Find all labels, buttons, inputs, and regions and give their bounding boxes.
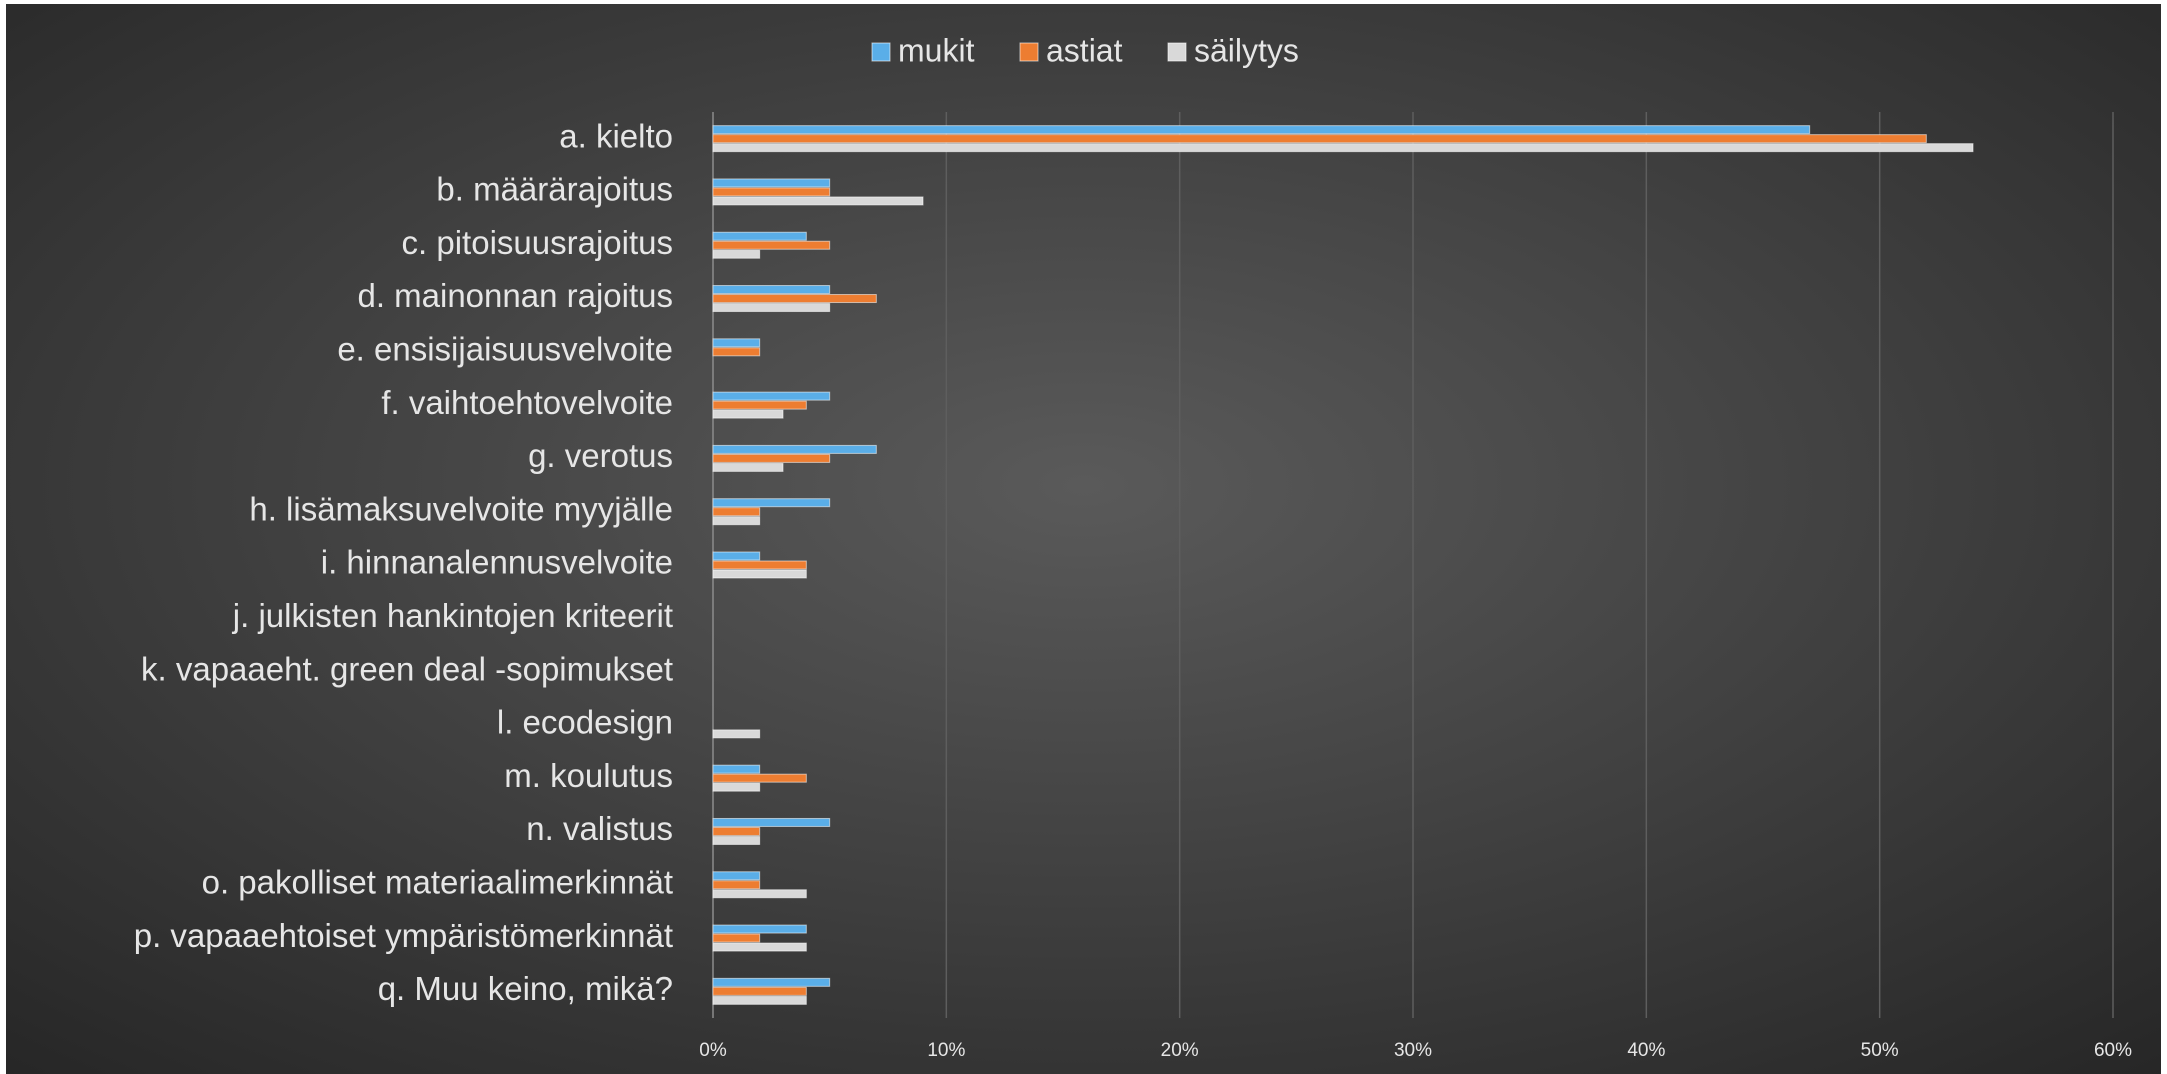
chart-background: [6, 4, 2161, 1074]
bar: [712, 453, 831, 463]
y-tick-label: q. Muu keino, mikä?: [378, 970, 673, 1007]
y-tick-label: g. verotus: [528, 437, 673, 474]
x-tick-label: 30%: [1394, 1040, 1432, 1061]
bar: [712, 516, 761, 526]
bar: [712, 560, 807, 570]
y-tick-label: e. ensisijaisuusvelvoite: [337, 331, 673, 368]
bar: [712, 400, 807, 410]
bar: [712, 391, 831, 401]
bar: [712, 347, 761, 357]
bar: [712, 569, 807, 579]
bar: [712, 134, 1927, 144]
bar: [712, 125, 1811, 135]
y-tick-label: f. vaihtoehtovelvoite: [381, 384, 673, 421]
y-tick-label: c. pitoisuusrajoitus: [402, 224, 673, 261]
y-tick-label: i. hinnanalennusvelvoite: [321, 544, 673, 581]
bar: [712, 817, 831, 827]
legend-label: säilytys: [1194, 32, 1299, 68]
y-tick-label: d. mainonnan rajoitus: [357, 277, 673, 314]
bar: [712, 187, 831, 197]
bar: [712, 196, 924, 206]
bar: [712, 294, 877, 304]
bar: [712, 498, 831, 508]
y-tick-label: m. koulutus: [504, 757, 673, 794]
bar: [712, 986, 807, 996]
bar: [712, 551, 761, 561]
bar: [712, 773, 807, 783]
bar: [712, 942, 807, 952]
y-tick-label: k. vapaaeht. green deal -sopimukset: [141, 650, 673, 687]
bar: [712, 782, 761, 792]
bar: [712, 231, 807, 241]
bar: [712, 889, 807, 899]
y-tick-label: b. määrärajoitus: [436, 171, 673, 208]
bar: [712, 240, 831, 250]
bar: [712, 249, 761, 259]
y-tick-label: o. pakolliset materiaalimerkinnät: [202, 863, 673, 900]
x-tick-label: 60%: [2094, 1040, 2132, 1061]
y-tick-label: a. kielto: [559, 117, 673, 154]
x-tick-label: 10%: [927, 1040, 965, 1061]
bar: [712, 995, 807, 1005]
bar: [712, 933, 761, 943]
bar: [712, 444, 877, 454]
bar: [712, 826, 761, 836]
bar: [712, 303, 831, 313]
bar: [712, 143, 1974, 153]
x-tick-label: 0%: [699, 1040, 727, 1061]
bar: [712, 462, 784, 472]
bar: [712, 871, 761, 881]
y-tick-label: h. lisämaksuvelvoite myyjälle: [249, 490, 673, 527]
bar: [712, 178, 831, 188]
legend-swatch: [871, 42, 891, 62]
bar: [712, 507, 761, 517]
bar: [712, 924, 807, 934]
legend-label: mukit: [898, 32, 975, 68]
y-tick-label: p. vapaaehtoiset ympäristömerkinnät: [134, 917, 673, 954]
x-tick-label: 20%: [1161, 1040, 1199, 1061]
x-tick-label: 50%: [1861, 1040, 1899, 1061]
bar: [712, 338, 761, 348]
bar: [712, 880, 761, 890]
bar: [712, 977, 831, 987]
y-tick-label: j. julkisten hankintojen kriteerit: [232, 597, 673, 634]
legend-swatch: [1019, 42, 1039, 62]
bar: [712, 835, 761, 845]
x-tick-label: 40%: [1627, 1040, 1665, 1061]
bar: [712, 409, 784, 419]
legend-label: astiat: [1046, 32, 1123, 68]
legend-swatch: [1167, 42, 1187, 62]
bar: [712, 764, 761, 774]
bar: [712, 285, 831, 295]
y-tick-label: l. ecodesign: [497, 704, 673, 741]
y-tick-label: n. valistus: [526, 810, 673, 847]
bar: [712, 729, 761, 739]
